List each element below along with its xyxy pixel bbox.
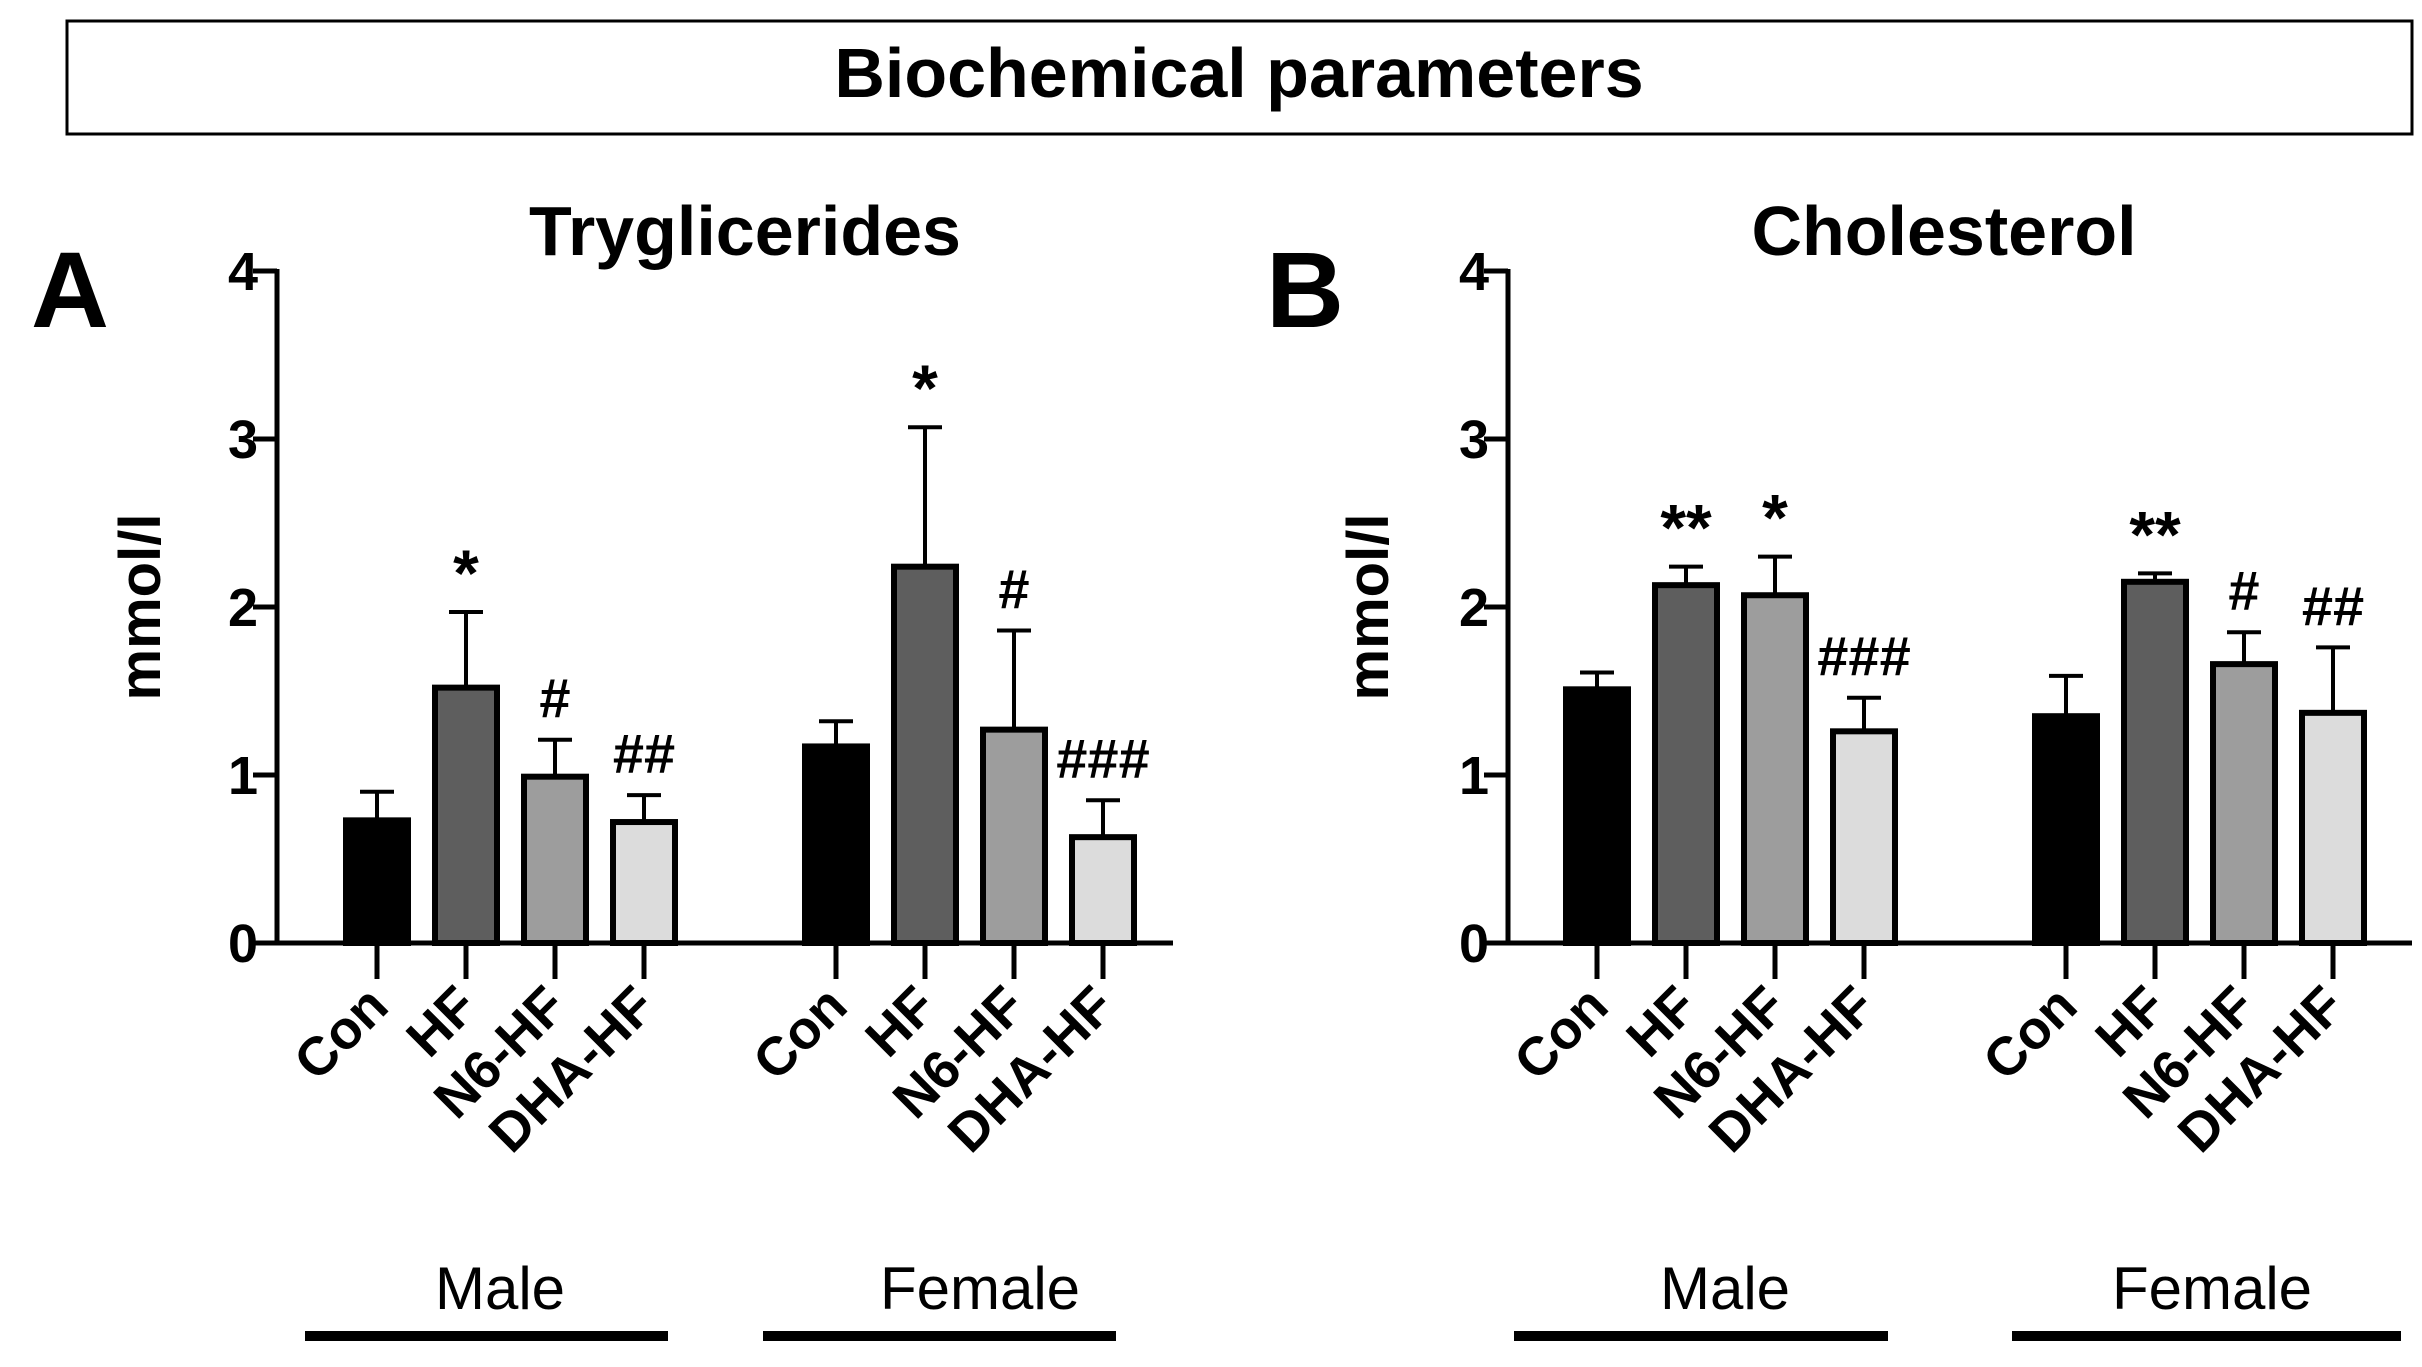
panel-b-group-label-female: Female bbox=[2112, 1255, 2312, 1322]
panel-b-female-dha-hf-bar bbox=[2299, 709, 2367, 947]
panel-b-female-n6-hf-significance-label: # bbox=[2228, 559, 2259, 622]
panel-a-male-n6-hf-bar bbox=[521, 773, 589, 946]
panel-b-male-con-category-label: Con bbox=[1503, 975, 1620, 1092]
panel-b-female-n6-hf-bar bbox=[2210, 661, 2278, 946]
panel-b-male-dha-hf-significance-label: ### bbox=[1817, 625, 1910, 688]
panel-b-y-tick-label: 2 bbox=[1459, 578, 1489, 638]
panel-a-male-con-bar bbox=[343, 817, 411, 946]
panel-a-y-tick-label: 4 bbox=[228, 242, 258, 302]
panel-b-y-tick-label: 1 bbox=[1459, 746, 1489, 806]
panel-a-y-tick-label: 1 bbox=[228, 746, 258, 806]
panel-b-female-con-bar bbox=[2032, 713, 2100, 947]
panel-a-male-n6-hf-significance-label: # bbox=[539, 667, 570, 730]
panel-a-male-hf-significance-label: * bbox=[453, 536, 479, 610]
panel-a-letter: A bbox=[31, 229, 109, 350]
panel-a-male-hf-bar bbox=[432, 684, 500, 947]
panel-a-title: Tryglicerides bbox=[529, 192, 961, 270]
panel-b-y-tick-label: 3 bbox=[1459, 410, 1489, 470]
panel-a-group-label-female: Female bbox=[880, 1255, 1080, 1322]
panel-a-female-n6-hf-significance-label: # bbox=[998, 558, 1029, 621]
panel-b-letter: B bbox=[1266, 229, 1344, 350]
panel-a-female-dha-hf-significance-label: ### bbox=[1056, 727, 1149, 790]
panel-a: A Trygliceridesmmol/l01234Con*HF#N6-HF##D… bbox=[31, 192, 1173, 1341]
panel-b-y-axis-label: mmol/l bbox=[1336, 514, 1401, 701]
panel-a-female-con-bar bbox=[802, 743, 870, 946]
panel-a-y-axis-label: mmol/l bbox=[108, 514, 173, 701]
panel-b: B Cholesterolmmol/l01234Con**HF*N6-HF###D… bbox=[1266, 192, 2412, 1341]
panel-b-y-tick-label: 0 bbox=[1459, 914, 1489, 974]
panel-a-female-con-category-label: Con bbox=[742, 975, 859, 1092]
panel-a-female-hf-significance-label: * bbox=[912, 351, 938, 425]
figure-title: Biochemical parameters bbox=[834, 34, 1643, 112]
panel-a-female-hf-bar bbox=[891, 563, 959, 946]
panel-b-male-hf-bar bbox=[1652, 582, 1720, 946]
panel-b-title: Cholesterol bbox=[1751, 192, 2136, 270]
panel-a-male-dha-hf-significance-label: ## bbox=[613, 722, 675, 785]
panel-a-y-tick-label: 0 bbox=[228, 914, 258, 974]
panel-b-male-hf-significance-label: ** bbox=[1660, 491, 1712, 565]
panel-b-y-tick-label: 4 bbox=[1459, 242, 1489, 302]
panel-a-male-con-category-label: Con bbox=[283, 975, 400, 1092]
panel-a-male-dha-hf-bar bbox=[610, 819, 678, 946]
panel-b-female-hf-bar bbox=[2121, 578, 2189, 946]
panel-b-male-n6-hf-significance-label: * bbox=[1762, 481, 1788, 555]
panel-a-y-tick-label: 3 bbox=[228, 410, 258, 470]
panel-b-female-dha-hf-significance-label: ## bbox=[2302, 574, 2364, 637]
panel-b-male-dha-hf-bar bbox=[1830, 728, 1898, 946]
panel-a-female-n6-hf-bar bbox=[980, 726, 1048, 947]
title-box bbox=[65, 19, 2414, 136]
panel-a-y-tick-label: 2 bbox=[228, 578, 258, 638]
panel-a-female-dha-hf-bar bbox=[1069, 834, 1137, 946]
panel-b-male-n6-hf-bar bbox=[1741, 592, 1809, 946]
panel-b-female-con-category-label: Con bbox=[1972, 975, 2089, 1092]
panel-b-female-hf-significance-label: ** bbox=[2129, 497, 2181, 571]
panel-b-male-con-bar bbox=[1563, 686, 1631, 946]
panel-b-group-label-male: Male bbox=[1660, 1255, 1790, 1322]
panel-a-group-label-male: Male bbox=[435, 1255, 565, 1322]
